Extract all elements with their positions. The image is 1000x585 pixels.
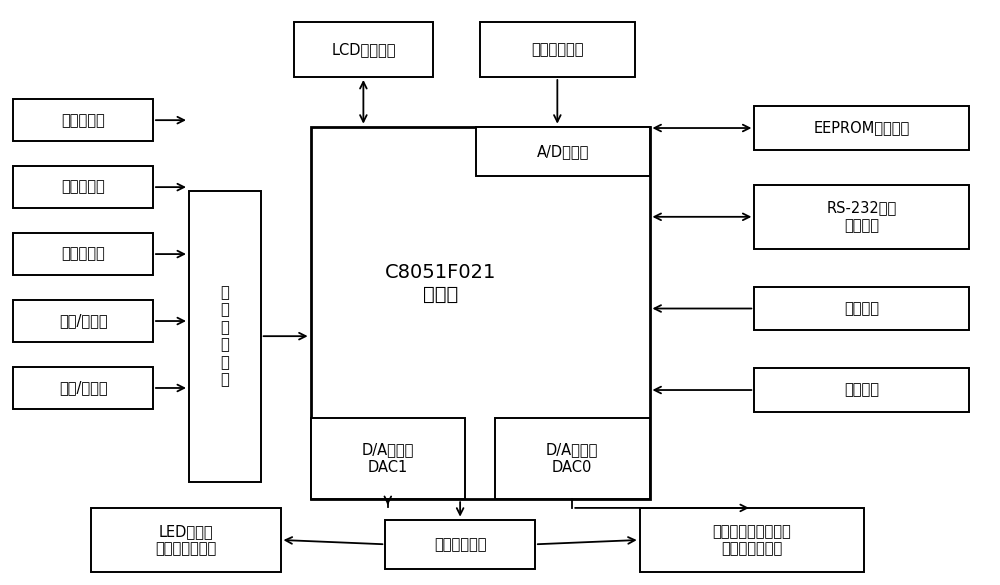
Text: D/A转换器
DAC0: D/A转换器 DAC0 bbox=[546, 442, 598, 474]
Text: 取消/返回键: 取消/返回键 bbox=[59, 380, 107, 395]
Text: 时钟电路: 时钟电路 bbox=[844, 383, 879, 398]
Text: LCD显示电路: LCD显示电路 bbox=[331, 42, 396, 57]
Bar bbox=[13, 233, 153, 275]
Bar bbox=[754, 106, 969, 150]
Bar bbox=[480, 22, 635, 77]
Text: 电源变换电路: 电源变换电路 bbox=[434, 537, 486, 552]
Bar bbox=[754, 368, 969, 412]
Bar bbox=[13, 300, 153, 342]
Bar bbox=[754, 185, 969, 249]
Text: RS-232通信
接口电路: RS-232通信 接口电路 bbox=[826, 201, 897, 233]
Text: D/A转换器
DAC1: D/A转换器 DAC1 bbox=[362, 442, 414, 474]
Bar bbox=[476, 126, 650, 176]
Bar bbox=[385, 519, 535, 569]
Bar bbox=[13, 99, 153, 141]
Bar bbox=[754, 287, 969, 331]
Bar bbox=[13, 367, 153, 409]
Bar bbox=[495, 418, 650, 499]
Text: 复位电路: 复位电路 bbox=[844, 301, 879, 316]
Text: EEPROM存储电路: EEPROM存储电路 bbox=[813, 121, 910, 136]
Text: 半导体制冷片恒流源
及限流保护电路: 半导体制冷片恒流源 及限流保护电路 bbox=[712, 524, 791, 556]
Text: 参数减少键: 参数减少键 bbox=[61, 246, 105, 261]
Bar bbox=[311, 126, 650, 499]
Bar bbox=[13, 166, 153, 208]
Text: 确认/返回键: 确认/返回键 bbox=[59, 314, 107, 329]
Bar bbox=[311, 418, 465, 499]
Text: A/D转换器: A/D转换器 bbox=[537, 144, 589, 159]
Text: 参数设置键: 参数设置键 bbox=[61, 113, 105, 128]
Bar bbox=[189, 191, 261, 481]
Text: C8051F021
单片机: C8051F021 单片机 bbox=[384, 263, 496, 304]
Bar bbox=[640, 508, 864, 572]
Text: LED恒流源
及限流保护电路: LED恒流源 及限流保护电路 bbox=[155, 524, 216, 556]
Bar bbox=[91, 508, 281, 572]
Bar bbox=[294, 22, 433, 77]
Text: 键
盘
接
口
电
路: 键 盘 接 口 电 路 bbox=[220, 285, 229, 387]
Text: 参数增加键: 参数增加键 bbox=[61, 180, 105, 195]
Text: 温度采集电路: 温度采集电路 bbox=[531, 42, 584, 57]
